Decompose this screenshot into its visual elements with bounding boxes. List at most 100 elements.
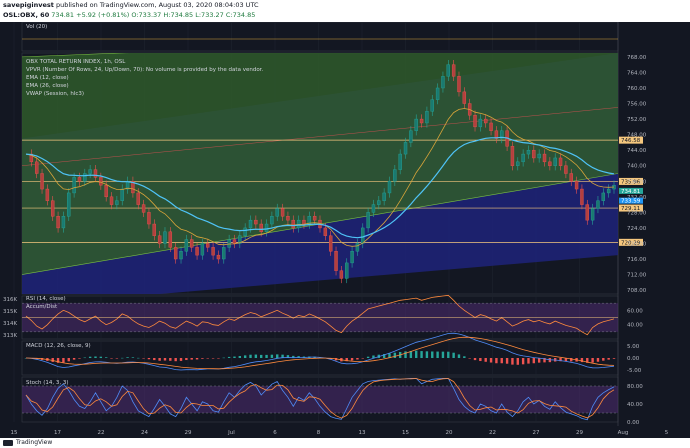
- candle: [222, 247, 226, 260]
- author[interactable]: savepiginvest: [3, 1, 54, 9]
- y-tick-label: 708.00: [627, 288, 647, 294]
- channels: [22, 53, 618, 294]
- candle: [419, 118, 424, 124]
- candle: [254, 219, 258, 225]
- macd-histogram-bar: [489, 358, 493, 363]
- candle: [532, 149, 536, 159]
- macd-histogram-bar: [415, 350, 418, 358]
- macd-histogram-bar: [126, 357, 129, 358]
- x-tick-label: 15: [402, 430, 409, 436]
- candle: [393, 169, 397, 182]
- x-tick-label: 29: [576, 430, 583, 436]
- candle: [67, 192, 71, 217]
- macd-histogram-bar: [201, 358, 204, 359]
- macd-histogram-bar: [190, 358, 193, 360]
- macd-histogram-bar: [495, 358, 498, 364]
- macd-tick-label: 5.00: [627, 344, 640, 350]
- x-tick-label: 22: [489, 430, 496, 436]
- candle: [264, 223, 269, 233]
- candle: [259, 223, 263, 233]
- x-tick-label: 5: [665, 430, 669, 436]
- chart-footer: TradingView: [0, 438, 690, 448]
- macd-histogram-bar: [174, 358, 177, 362]
- macd-histogram-bar: [243, 355, 247, 358]
- macd-histogram-bar: [532, 358, 536, 364]
- candle: [291, 219, 295, 229]
- y-tick-label: 760.00: [627, 86, 647, 92]
- x-tick-label: 29: [185, 430, 192, 436]
- candle: [569, 173, 573, 182]
- macd-histogram-bar: [227, 356, 231, 358]
- x-tick-label: 15: [11, 430, 18, 436]
- macd-histogram-bar: [527, 358, 530, 364]
- candle: [323, 227, 328, 236]
- stoch-tick-label: 0.00: [627, 420, 640, 426]
- macd-histogram-bar: [115, 358, 119, 359]
- ema-price-label: 733.59: [621, 199, 641, 205]
- candle: [521, 153, 525, 163]
- macd-histogram-bar: [356, 358, 359, 360]
- y-tick-label: 716.00: [627, 257, 647, 263]
- candle: [537, 153, 541, 159]
- macd-label: MACD (12, 26, close, 9): [26, 343, 91, 349]
- candle: [131, 181, 135, 194]
- candle: [510, 146, 515, 166]
- macd-histogram-bar: [163, 358, 167, 361]
- macd-histogram-bar: [88, 356, 92, 358]
- candle: [163, 231, 167, 244]
- y-tick-label: 756.00: [627, 102, 647, 108]
- candle: [77, 177, 82, 182]
- candle: [355, 243, 360, 252]
- ema-26-line: [25, 136, 615, 239]
- candle: [601, 192, 606, 201]
- candle: [238, 235, 242, 244]
- macd-histogram-bar: [479, 358, 482, 362]
- candle: [446, 64, 450, 77]
- candle: [275, 208, 279, 217]
- level-price-box: [619, 204, 643, 212]
- macd-histogram-bar: [564, 358, 568, 362]
- macd-histogram-bar: [99, 356, 103, 358]
- chart-canvas[interactable]: 15 17 22 24 29 Jul 6 8 13 15 20 22 27 29 Aug 5 746.58 735…: [0, 22, 690, 438]
- candle: [83, 173, 87, 182]
- channel-midline: [22, 107, 618, 166]
- y-tick-label: 724.00: [627, 226, 647, 232]
- macd-histogram-bar: [67, 358, 70, 362]
- candle: [147, 212, 151, 225]
- candle: [88, 169, 92, 174]
- macd-histogram-bar: [463, 356, 466, 358]
- macd-histogram-bar: [249, 354, 252, 358]
- macd-histogram-bar: [94, 356, 97, 358]
- macd-histogram-bar: [484, 358, 487, 362]
- candle: [526, 149, 531, 155]
- macd-histogram-bar: [511, 358, 514, 365]
- rsi-tick-label: 60.00: [627, 308, 643, 314]
- level-price-label: 735.96: [621, 179, 641, 185]
- candle: [109, 196, 114, 205]
- macd-histogram-bar: [121, 357, 124, 359]
- candle: [564, 165, 568, 174]
- macd-histogram-bar: [543, 358, 546, 363]
- stoch-label: Stoch (14, 3, 3): [26, 380, 69, 386]
- candle: [206, 243, 210, 248]
- price-change: +5.92 (+0.81%): [76, 11, 130, 19]
- accum-label: Accum/Dist: [26, 304, 58, 310]
- candle: [99, 177, 103, 186]
- ohlc-values: O:733.37 H:734.85 L:733.27 C:734.85: [131, 11, 256, 19]
- candle: [248, 219, 253, 229]
- x-tick-label: 27: [533, 430, 540, 436]
- candle: [51, 200, 55, 217]
- x-tick-label: 17: [54, 430, 61, 436]
- macd-histogram-bar: [147, 358, 151, 360]
- candle: [361, 227, 365, 244]
- y-tick-label: 740.00: [627, 164, 647, 170]
- stoch-d-line: [25, 378, 615, 419]
- macd-histogram-bar: [142, 358, 145, 359]
- footer-brand[interactable]: TradingView: [16, 439, 53, 446]
- macd-histogram-bar: [78, 358, 81, 359]
- macd-histogram-bar: [452, 352, 455, 358]
- x-tick-label: 24: [141, 430, 148, 436]
- chart-header: savepiginvest published on TradingView.c…: [0, 0, 690, 22]
- macd-histogram-bar: [350, 358, 354, 361]
- candle: [168, 231, 173, 248]
